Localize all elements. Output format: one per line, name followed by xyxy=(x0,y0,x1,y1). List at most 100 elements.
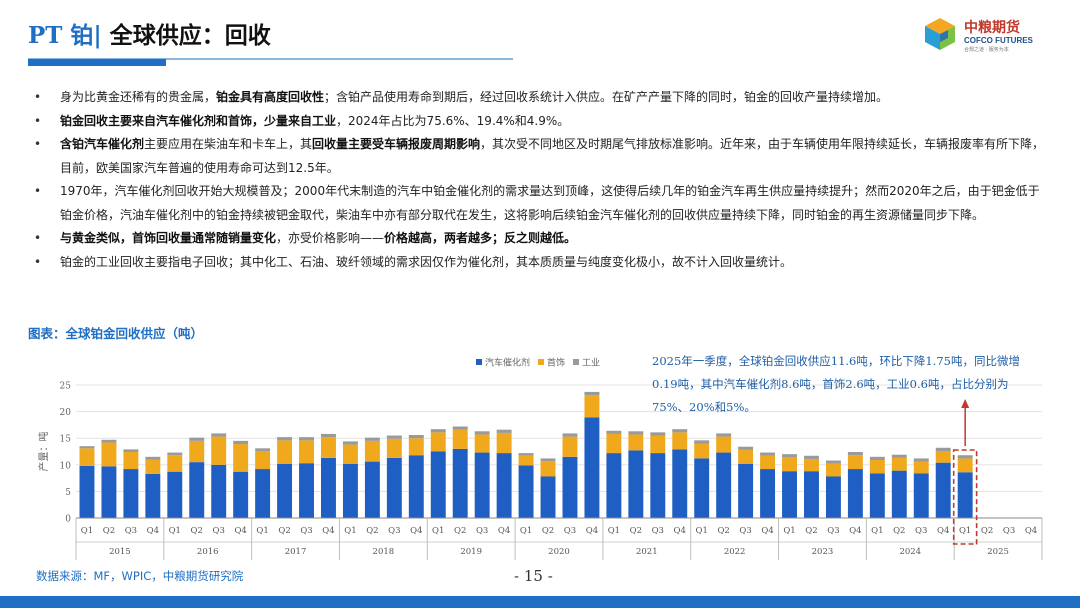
bar-segment xyxy=(804,458,819,472)
slide-header: PT 铂| 全球供应：回收 中粮期货 COFCO FUTURES 合规之道 · … xyxy=(0,0,1080,70)
bar-segment xyxy=(782,471,797,518)
x-tick-quarter: Q3 xyxy=(739,526,751,536)
x-tick-quarter: Q1 xyxy=(871,526,883,536)
x-tick-quarter: Q2 xyxy=(454,526,466,536)
legend-label: 汽车催化剂 xyxy=(485,357,530,369)
bar-segment xyxy=(957,455,973,459)
bar-segment xyxy=(233,440,249,445)
company-logo: 中粮期货 COFCO FUTURES 合规之道 · 服务为本 xyxy=(922,16,1062,56)
legend-swatch xyxy=(538,359,544,365)
y-axis-label: 产量：吨 xyxy=(37,432,50,472)
x-tick-quarter: Q2 xyxy=(981,526,993,536)
bar-segment xyxy=(167,471,183,518)
bullet-text: 身为比黄金还稀有的贵金属， xyxy=(60,90,217,104)
x-tick-quarter: Q3 xyxy=(827,526,839,536)
bar-segment xyxy=(935,450,951,463)
x-tick-year: 2023 xyxy=(812,547,834,557)
bar-segment xyxy=(606,433,622,454)
bar-segment xyxy=(321,433,336,438)
x-tick-quarter: Q4 xyxy=(586,526,598,536)
bar-segment xyxy=(79,448,95,466)
bar-segment xyxy=(672,449,688,518)
bar-segment xyxy=(825,463,841,477)
bar-segment xyxy=(628,450,644,518)
bar-segment xyxy=(430,432,446,452)
bar-segment xyxy=(342,463,358,518)
bar-segment xyxy=(145,473,161,518)
x-tick-quarter: Q3 xyxy=(300,526,312,536)
x-tick-quarter: Q1 xyxy=(696,526,708,536)
bar-segment xyxy=(189,462,205,518)
bar-segment xyxy=(913,461,929,474)
bar-segment xyxy=(145,456,161,460)
title-underline xyxy=(28,58,513,60)
bar-segment xyxy=(869,473,885,518)
x-tick-quarter: Q3 xyxy=(564,526,576,536)
x-tick-quarter: Q4 xyxy=(147,526,159,536)
x-tick-quarter: Q1 xyxy=(81,526,93,536)
y-tick-label: 20 xyxy=(60,408,72,418)
bar-segment xyxy=(628,434,644,451)
bar-segment xyxy=(79,465,95,518)
x-tick-year: 2025 xyxy=(987,547,1009,557)
bar-segment xyxy=(299,440,314,464)
logo-tagline: 合规之道 · 服务为本 xyxy=(964,47,1009,53)
bar-segment xyxy=(474,434,490,453)
y-tick-label: 15 xyxy=(60,435,72,445)
bar-segment xyxy=(342,441,358,445)
x-tick-year: 2018 xyxy=(373,547,395,557)
bar-segment xyxy=(694,440,710,444)
x-tick-quarter: Q4 xyxy=(322,526,334,536)
bullet-text: ，其次受不同地区及时期尾气排放标准影响。近年来，由于车辆使用年限持续延长，车辆报… xyxy=(60,137,1045,175)
bullet-item: 铂金的工业回收主要指电子回收；其中化工、石油、玻纤领域的需求因仅作为催化剂，其本… xyxy=(30,251,1050,275)
title-prefix: PT 铂| xyxy=(28,22,102,49)
x-tick-year: 2024 xyxy=(899,547,921,557)
bar-segment xyxy=(847,469,863,518)
x-tick-quarter: Q3 xyxy=(1003,526,1015,536)
bar-segment xyxy=(738,446,754,450)
bar-segment xyxy=(101,466,117,518)
y-tick-label: 5 xyxy=(65,488,71,498)
x-tick-quarter: Q2 xyxy=(805,526,817,536)
bar-segment xyxy=(847,452,863,456)
bar-segment xyxy=(408,455,424,518)
bar-segment xyxy=(364,461,380,518)
bar-segment xyxy=(650,435,666,454)
bar-segment xyxy=(255,448,271,451)
chart-title: 图表：全球铂金回收供应（吨） xyxy=(28,326,204,341)
x-tick-quarter: Q1 xyxy=(344,526,356,536)
bar-segment xyxy=(650,453,666,518)
bar-segment xyxy=(628,431,644,435)
bar-segment xyxy=(540,476,556,518)
bar-segment xyxy=(518,455,534,466)
bullet-text: 1970年，汽车催化剂回收开始大规模普及；2000年代末制造的汽车中铂金催化剂的… xyxy=(60,184,1040,222)
bar-segment xyxy=(869,460,885,474)
bar-segment xyxy=(277,437,293,441)
x-tick-quarter: Q3 xyxy=(213,526,225,536)
x-tick-year: 2022 xyxy=(724,547,746,557)
bar-segment xyxy=(386,457,402,518)
x-tick-year: 2015 xyxy=(109,547,131,557)
bullet-emphasis: 回收量主要受车辆报废周期影响 xyxy=(312,137,481,151)
bar-segment xyxy=(123,452,139,470)
bar-segment xyxy=(452,429,468,449)
bullet-text: 铂金的工业回收主要指电子回收；其中化工、石油、玻纤领域的需求因仅作为催化剂，其本… xyxy=(60,254,793,269)
bullet-emphasis: 含铂汽车催化剂 xyxy=(60,137,145,151)
bar-segment xyxy=(233,471,249,518)
bar-segment xyxy=(123,449,139,453)
bar-segment xyxy=(760,455,776,470)
bar-segment xyxy=(79,446,95,449)
bar-segment xyxy=(189,437,205,441)
bar-segment xyxy=(496,429,512,433)
bar-segment xyxy=(321,457,336,518)
bar-segment xyxy=(957,458,973,473)
x-tick-quarter: Q1 xyxy=(783,526,795,536)
bar-segment xyxy=(760,452,776,456)
bullet-item: 1970年，汽车催化剂回收开始大规模普及；2000年代末制造的汽车中铂金催化剂的… xyxy=(30,180,1050,227)
bar-segment xyxy=(716,452,732,518)
data-source: 数据来源：MF，WPIC，中粮期货研究院 xyxy=(36,569,244,583)
bullet-item: 身为比黄金还稀有的贵金属，铂金具有高度回收性；含铂产品使用寿命到期后，经过回收系… xyxy=(30,86,1050,110)
logo-cube-icon xyxy=(925,18,955,50)
logo-text-en: COFCO FUTURES xyxy=(964,36,1033,45)
bullet-item: 含铂汽车催化剂主要应用在柴油车和卡车上，其回收量主要受车辆报废周期影响，其次受不… xyxy=(30,133,1050,180)
